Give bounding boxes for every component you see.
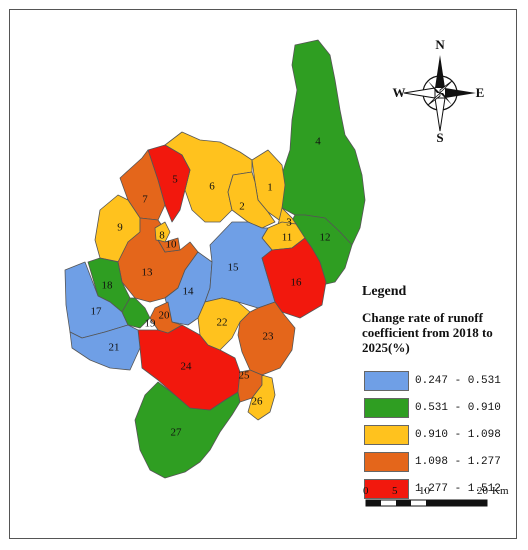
legend-item: 0.247 - 0.531 bbox=[364, 371, 501, 391]
compass-n-label: N bbox=[435, 37, 445, 52]
legend-swatch bbox=[364, 398, 409, 418]
legend-item: 0.910 - 1.098 bbox=[364, 425, 501, 445]
legend-swatch bbox=[364, 479, 409, 499]
subbasin-label-27: 27 bbox=[171, 427, 183, 439]
subbasin-20 bbox=[149, 301, 183, 334]
subbasin-label-9: 9 bbox=[117, 222, 123, 234]
scale-tick-5: 5 bbox=[392, 485, 398, 497]
subbasin-label-18: 18 bbox=[102, 280, 114, 292]
subbasin-label-26: 26 bbox=[252, 396, 264, 408]
subbasin-19 bbox=[121, 297, 151, 329]
subbasin-26 bbox=[247, 374, 276, 421]
subbasin-label-15: 15 bbox=[228, 262, 240, 274]
subbasin-4 bbox=[279, 39, 366, 246]
subbasin-label-24: 24 bbox=[181, 361, 193, 373]
subbasin-label-25: 25 bbox=[239, 370, 251, 382]
subbasin-label-7: 7 bbox=[142, 194, 148, 206]
legend-label: 1.277 - 1.512 bbox=[415, 483, 501, 495]
subbasin-8 bbox=[154, 221, 171, 243]
subbasin-label-16: 16 bbox=[291, 277, 303, 289]
compass-e-label: E bbox=[476, 85, 485, 100]
subbasin-label-14: 14 bbox=[183, 286, 195, 298]
subbasin-10 bbox=[157, 237, 181, 253]
subbasin-label-23: 23 bbox=[263, 331, 275, 343]
subbasin-label-6: 6 bbox=[209, 181, 215, 193]
subbasin-label-2: 2 bbox=[239, 201, 245, 213]
subbasin-23 bbox=[237, 301, 296, 376]
subbasin-2 bbox=[227, 171, 276, 229]
legend-label: 1.098 - 1.277 bbox=[415, 456, 501, 468]
legend-title: Legend bbox=[362, 284, 407, 299]
subbasin-16 bbox=[261, 237, 327, 319]
scale-unit: Km bbox=[492, 485, 509, 497]
subbasin-label-13: 13 bbox=[142, 267, 154, 279]
legend-item: 1.277 - 1.512 bbox=[364, 479, 501, 499]
subbasin-label-1: 1 bbox=[267, 182, 273, 194]
scale-tick-0: 0 bbox=[363, 485, 369, 497]
legend-label: 0.910 - 1.098 bbox=[415, 429, 501, 441]
compass-s-label: S bbox=[436, 130, 443, 145]
legend-swatch bbox=[364, 452, 409, 472]
scale-tick-20: 20 bbox=[477, 485, 488, 497]
subbasin-label-5: 5 bbox=[172, 174, 178, 186]
subbasin-label-19: 19 bbox=[145, 318, 157, 330]
north-arrow-icon: N S E W bbox=[393, 37, 485, 145]
subbasin-13 bbox=[117, 217, 199, 303]
subbasin-21 bbox=[69, 324, 141, 371]
map-frame bbox=[9, 9, 517, 539]
legend-swatch bbox=[364, 371, 409, 391]
legend-item: 0.531 - 0.910 bbox=[364, 398, 501, 418]
subbasin-label-21: 21 bbox=[109, 342, 120, 354]
subbasin-label-11: 11 bbox=[282, 232, 293, 244]
legend-label: 0.531 - 0.910 bbox=[415, 402, 501, 414]
scale-tick-10: 10 bbox=[419, 485, 430, 497]
subbasin-label-22: 22 bbox=[217, 317, 228, 329]
subbasin-label-4: 4 bbox=[315, 136, 321, 148]
subbasin-label-3: 3 bbox=[286, 217, 292, 229]
subbasin-label-10: 10 bbox=[166, 239, 178, 251]
legend-label: 0.247 - 0.531 bbox=[415, 375, 501, 387]
subbasin-label-17: 17 bbox=[91, 306, 103, 318]
compass-w-label: W bbox=[393, 85, 406, 100]
legend-swatch bbox=[364, 425, 409, 445]
subbasin-label-12: 12 bbox=[320, 232, 331, 244]
legend-item: 1.098 - 1.277 bbox=[364, 452, 501, 472]
legend-subtitle: Change rate of runoff coefficient from 2… bbox=[362, 310, 493, 355]
scale-bar bbox=[365, 499, 488, 507]
subbasin-label-20: 20 bbox=[159, 310, 171, 322]
subbasin-label-8: 8 bbox=[159, 230, 165, 242]
